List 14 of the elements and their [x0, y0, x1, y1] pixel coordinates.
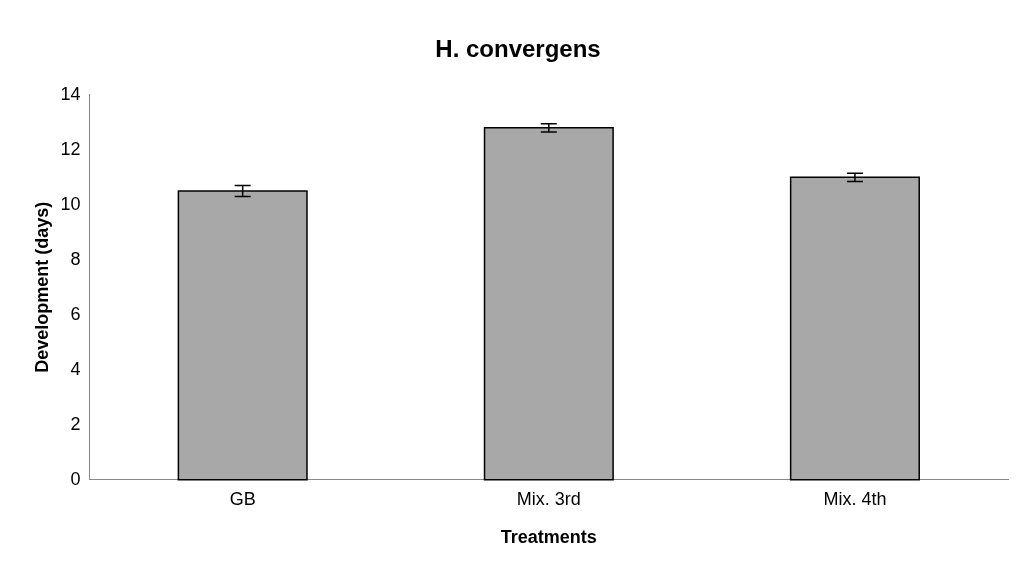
chart-title: H. convergens [435, 35, 601, 63]
y-tick-label: 6 [70, 303, 81, 324]
y-axis-title: Development (days) [31, 201, 52, 373]
y-tick-label: 12 [60, 138, 81, 159]
x-axis-title: Treatments [500, 527, 597, 548]
x-tick-label: Mix. 4th [823, 488, 887, 509]
y-tick-label: 8 [70, 248, 81, 269]
y-tick-label: 4 [70, 358, 81, 379]
x-tick-label: Mix. 3rd [516, 488, 581, 509]
y-tick-label: 2 [70, 413, 81, 434]
x-tick-label: GB [229, 488, 256, 509]
y-tick-label: 14 [60, 83, 81, 104]
y-tick-label: 0 [70, 468, 81, 489]
y-tick-label: 10 [60, 193, 81, 214]
